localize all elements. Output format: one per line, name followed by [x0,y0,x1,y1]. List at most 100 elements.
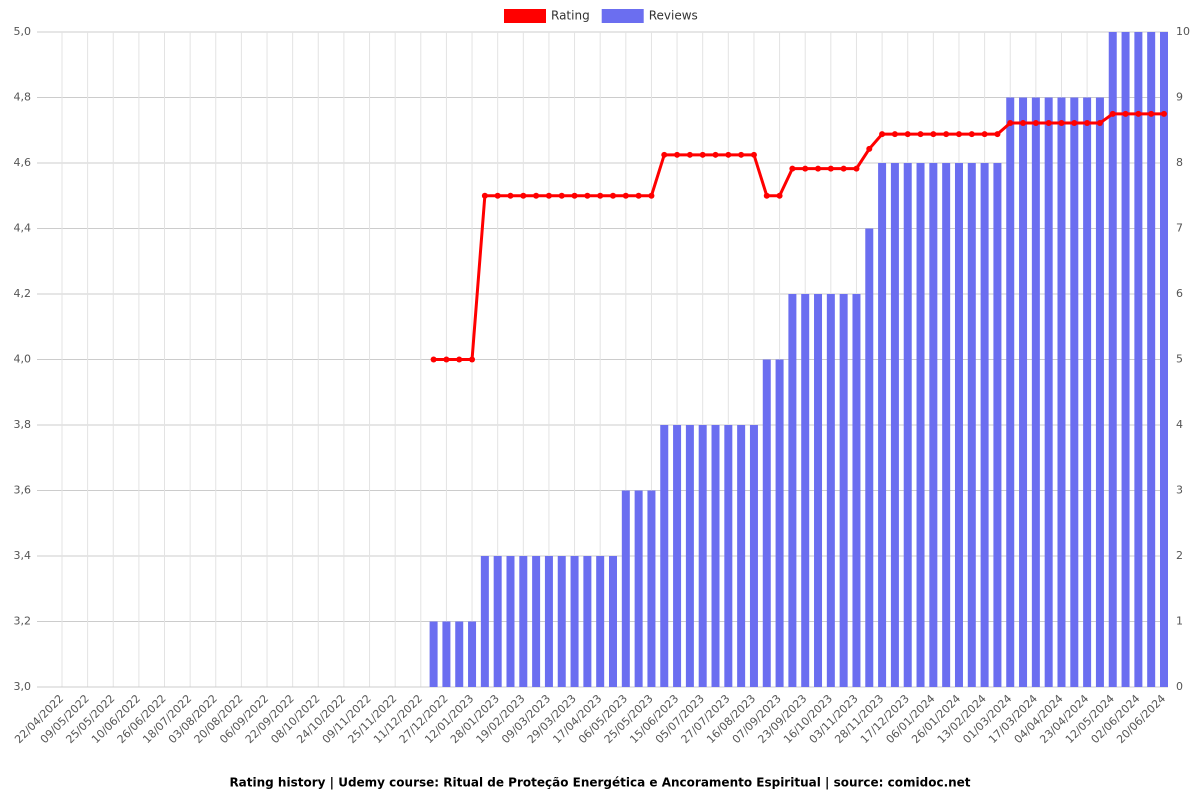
legend-swatch [504,9,546,23]
bar [660,425,669,687]
y-tick-label: 3,0 [14,680,32,693]
rating-point [981,131,988,138]
rating-point [712,151,719,158]
rating-point [533,192,540,199]
bar [814,294,823,687]
y-tick-label: 4,6 [14,156,32,169]
bar [775,359,784,687]
rating-point [622,192,629,199]
bar [570,556,579,687]
bar [1006,97,1015,687]
bar [455,621,464,687]
rating-point [1084,120,1091,127]
y2-tick-label: 3 [1176,484,1183,497]
y-tick-label: 4,4 [14,222,32,235]
rating-point [1032,120,1039,127]
bar [609,556,617,687]
bar [698,425,707,687]
rating-point [1058,120,1065,127]
bar [480,556,489,687]
chart-title: Rating history | Udemy course: Ritual de… [229,776,970,790]
bar [967,163,976,687]
bar [839,294,848,687]
rating-point [648,192,655,199]
bar [929,163,938,687]
bar [506,556,515,687]
y-tick-label: 3,8 [14,418,32,431]
rating-point [776,192,783,199]
bar [1057,97,1066,687]
bar [762,359,771,687]
rating-point [943,131,950,138]
rating-point [789,165,796,172]
rating-point [635,192,642,199]
rating-point [1096,120,1103,127]
bar [1031,97,1040,687]
rating-point [558,192,565,199]
rating-point [545,192,552,199]
bar [557,556,566,687]
y-tick-label: 4,0 [14,353,32,366]
bar [1134,32,1143,687]
bar [519,556,528,687]
bar [878,163,887,687]
rating-point [1148,110,1155,117]
rating-point [699,151,706,158]
rating-point [994,131,1001,138]
bar [711,425,720,687]
rating-point [1071,120,1078,127]
bar [442,621,451,687]
rating-point [1109,110,1116,117]
rating-point [853,165,860,172]
rating-point [443,356,450,363]
rating-point [891,131,898,138]
bar [1108,32,1117,687]
y2-tick-label: 0 [1176,680,1183,693]
bar [737,425,746,687]
rating-point [571,192,578,199]
rating-point [1122,110,1129,117]
rating-point [584,192,591,199]
y2-tick-label: 6 [1176,287,1183,300]
bar [685,425,694,687]
y-tick-label: 5,0 [14,25,32,38]
rating-point [930,131,937,138]
bar [724,425,733,687]
y2-tick-label: 2 [1176,549,1183,562]
bar [980,163,989,687]
y-tick-label: 3,6 [14,484,32,497]
bar [1070,97,1079,687]
y2-tick-label: 8 [1176,156,1183,169]
bar [1019,97,1028,687]
rating-point [1161,110,1167,117]
bar [621,490,630,687]
rating-point [968,131,975,138]
bar [596,556,605,687]
bar [1160,32,1168,687]
rating-point [827,165,834,172]
rating-point [1020,120,1027,127]
y-tick-label: 4,8 [14,91,32,104]
bar [673,425,682,687]
rating-point [840,165,847,172]
y2-tick-label: 9 [1176,91,1183,104]
rating-point [661,151,668,158]
rating-point [866,145,873,152]
rating-point [955,131,962,138]
rating-point [725,151,732,158]
rating-line [433,112,1164,361]
rating-point [674,151,681,158]
rating-point [1007,120,1014,127]
bar [788,294,797,687]
bar [468,621,477,687]
legend-swatch [601,9,644,23]
bar [1095,97,1104,687]
bar [429,621,438,687]
rating-point [917,131,924,138]
bar [954,163,963,687]
rating-point [738,151,745,158]
rating-point [456,356,463,363]
rating-point [507,192,514,199]
